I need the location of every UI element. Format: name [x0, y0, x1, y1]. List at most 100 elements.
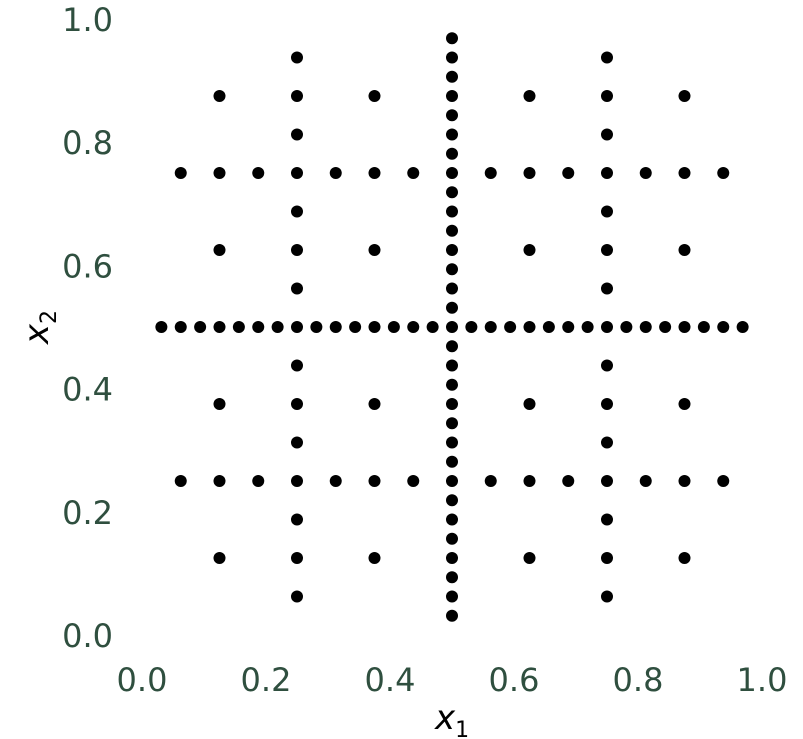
data-point [697, 321, 710, 333]
data-point [426, 321, 439, 333]
data-point [581, 321, 594, 333]
data-point [446, 147, 458, 160]
data-point [446, 51, 458, 64]
data-point [213, 90, 226, 102]
data-point [678, 90, 691, 102]
data-point [678, 552, 691, 564]
data-point [446, 475, 458, 487]
data-point [446, 455, 458, 468]
data-point [368, 90, 381, 102]
data-point [387, 321, 400, 333]
data-point [446, 32, 458, 45]
data-point [291, 51, 303, 64]
data-point [620, 321, 633, 333]
data-point [523, 90, 536, 102]
data-point [407, 167, 420, 179]
data-point [523, 398, 536, 410]
y-tick-label: 0.0 [62, 617, 113, 655]
data-point [446, 205, 458, 218]
y-axis-label: x2 [17, 310, 62, 345]
data-point [174, 321, 187, 333]
data-point [213, 475, 226, 487]
data-point [291, 513, 303, 526]
data-point [446, 513, 458, 526]
data-point [349, 321, 362, 333]
data-point [446, 494, 458, 507]
data-point [291, 436, 303, 449]
data-point [601, 282, 613, 295]
data-point [601, 321, 613, 333]
data-point [523, 167, 536, 179]
data-point [446, 90, 458, 102]
data-point [446, 70, 458, 83]
data-point [291, 552, 303, 564]
data-point [601, 552, 613, 564]
data-point [368, 398, 381, 410]
data-point [484, 475, 497, 487]
data-point [484, 321, 497, 333]
data-point [717, 475, 730, 487]
data-point [717, 167, 730, 179]
data-point [252, 475, 265, 487]
data-point [368, 552, 381, 564]
data-point [523, 321, 536, 333]
data-point [446, 224, 458, 237]
data-point [271, 321, 284, 333]
data-point [407, 321, 420, 333]
data-point [601, 51, 613, 64]
data-point [291, 590, 303, 603]
data-point [174, 167, 187, 179]
data-point [601, 436, 613, 449]
y-tick-label: 1.0 [62, 1, 113, 39]
data-point [232, 321, 245, 333]
data-point [407, 475, 420, 487]
x-tick-label: 0.6 [489, 661, 540, 699]
data-point [291, 359, 303, 372]
data-point [446, 359, 458, 372]
data-point [446, 340, 458, 353]
data-point [446, 436, 458, 449]
data-point [368, 244, 381, 256]
data-point [601, 128, 613, 141]
data-point [678, 244, 691, 256]
data-point [562, 167, 575, 179]
data-point [446, 282, 458, 295]
data-point [446, 321, 458, 333]
data-point [446, 263, 458, 276]
data-point [446, 167, 458, 179]
data-point [291, 128, 303, 141]
y-tick-label: 0.2 [62, 494, 113, 532]
data-point [601, 205, 613, 218]
data-point [678, 167, 691, 179]
data-point [601, 359, 613, 372]
data-point [465, 321, 478, 333]
data-point [601, 475, 613, 487]
data-point [504, 321, 517, 333]
data-point [484, 167, 497, 179]
data-point [329, 321, 342, 333]
data-point [446, 590, 458, 603]
data-point [523, 244, 536, 256]
data-point [601, 244, 613, 256]
x-tick-labels: 0.0 0.2 0.4 0.6 0.8 1.0 [117, 661, 788, 699]
data-point [562, 321, 575, 333]
data-point [678, 321, 691, 333]
data-point [291, 244, 303, 256]
x-tick-label: 0.2 [241, 661, 292, 699]
data-point [446, 552, 458, 564]
data-point [446, 244, 458, 256]
data-point [213, 244, 226, 256]
data-point [446, 109, 458, 122]
data-point [155, 321, 168, 333]
y-tick-label: 0.8 [62, 124, 113, 162]
data-point [291, 321, 303, 333]
data-point [601, 167, 613, 179]
data-point [252, 321, 265, 333]
data-point [194, 321, 207, 333]
data-point [639, 167, 652, 179]
data-point [678, 475, 691, 487]
data-point [291, 398, 303, 410]
data-point [523, 475, 536, 487]
data-point [291, 475, 303, 487]
